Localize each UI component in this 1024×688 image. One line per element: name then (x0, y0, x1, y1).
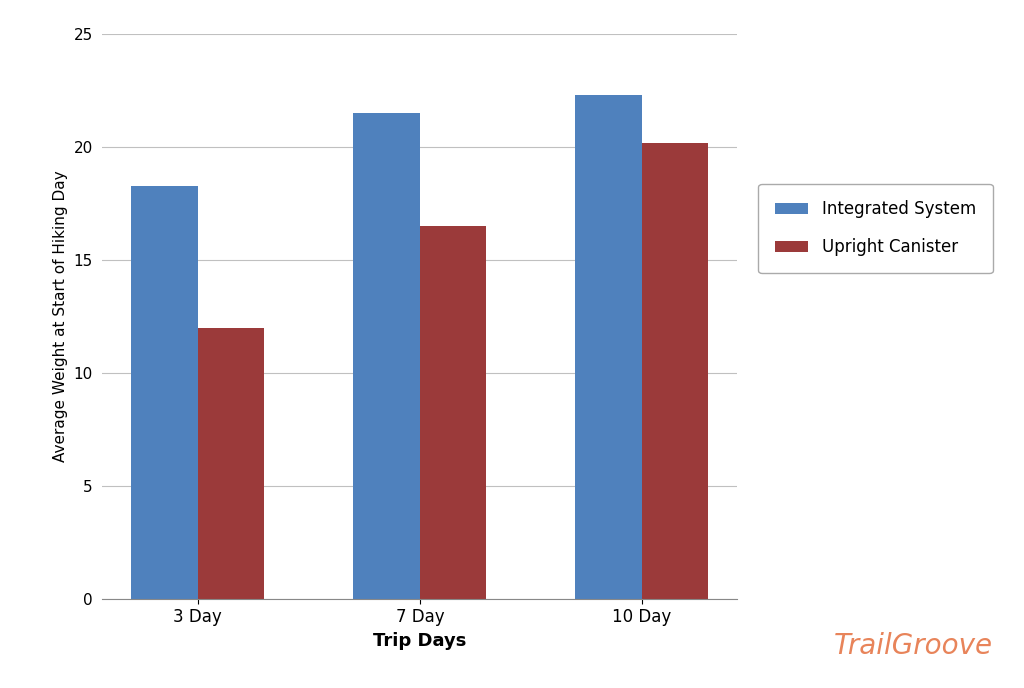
Bar (575, 96, 642, 599)
Bar (131, 186, 198, 599)
X-axis label: Trip Days: Trip Days (373, 632, 467, 650)
Legend: Integrated System, Upright Canister: Integrated System, Upright Canister (759, 184, 992, 273)
Y-axis label: Average Weight at Start of Hiking Day: Average Weight at Start of Hiking Day (53, 171, 68, 462)
Bar (353, 114, 420, 599)
Bar (642, 142, 709, 599)
Bar (420, 226, 486, 599)
Text: TrailGroove: TrailGroove (835, 632, 993, 660)
Bar (198, 327, 264, 599)
